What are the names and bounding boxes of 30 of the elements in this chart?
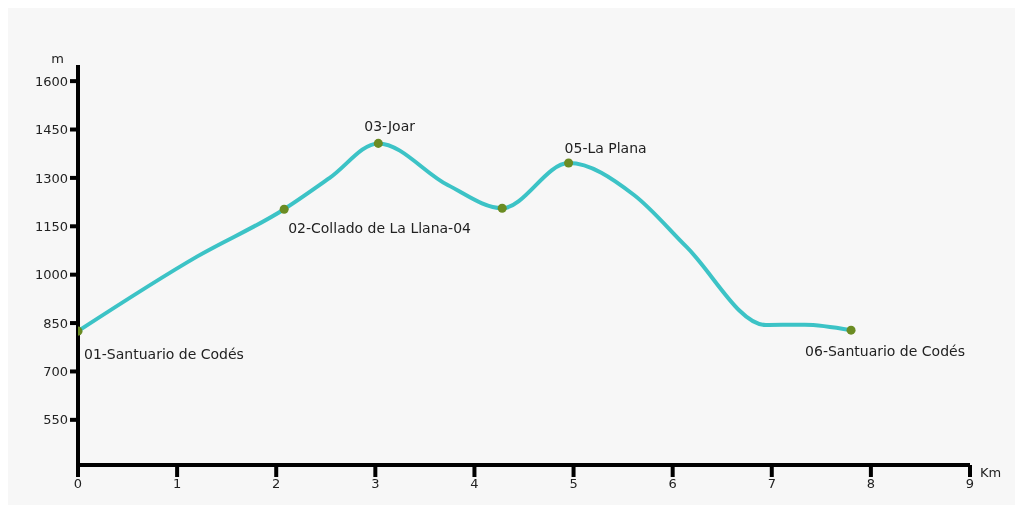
point xyxy=(846,325,856,335)
point xyxy=(497,203,507,213)
point xyxy=(373,138,383,148)
x-axis-title: Km xyxy=(980,465,1002,480)
x-tick-label: 8 xyxy=(866,476,876,492)
annotation: 03-Joar xyxy=(364,118,416,135)
annotation: 01-Santuario de Codés xyxy=(84,346,244,363)
annotation: 02-Collado de La Llana-04 xyxy=(288,220,472,237)
y-tick-label: 850 xyxy=(43,315,68,331)
y-axis-title: m xyxy=(51,51,64,66)
point xyxy=(279,204,289,214)
annotation: 05-La Plana xyxy=(564,140,647,157)
x-tick-label: 4 xyxy=(470,476,479,492)
y-tick-label: 1600 xyxy=(34,73,68,89)
y-tick-label: 1150 xyxy=(34,218,68,234)
x-tick-label: 5 xyxy=(569,476,578,492)
x-tick-label: 7 xyxy=(767,476,776,492)
y-tick-label: 700 xyxy=(43,364,68,380)
x-tick-label: 6 xyxy=(668,476,677,492)
x-tick-label: 9 xyxy=(965,476,975,492)
x-tick-label: 1 xyxy=(172,476,182,492)
y-tick-label: 1300 xyxy=(34,170,68,186)
point xyxy=(564,158,574,168)
annotation: 06-Santuario de Codés xyxy=(805,343,965,360)
y-tick-label: 1000 xyxy=(34,267,68,283)
x-tick-label: 0 xyxy=(73,476,83,492)
x-tick-label: 3 xyxy=(371,476,380,492)
y-tick-label: 550 xyxy=(43,412,68,428)
x-tick-label: 2 xyxy=(272,476,281,492)
y-tick-label: 1450 xyxy=(34,122,68,138)
